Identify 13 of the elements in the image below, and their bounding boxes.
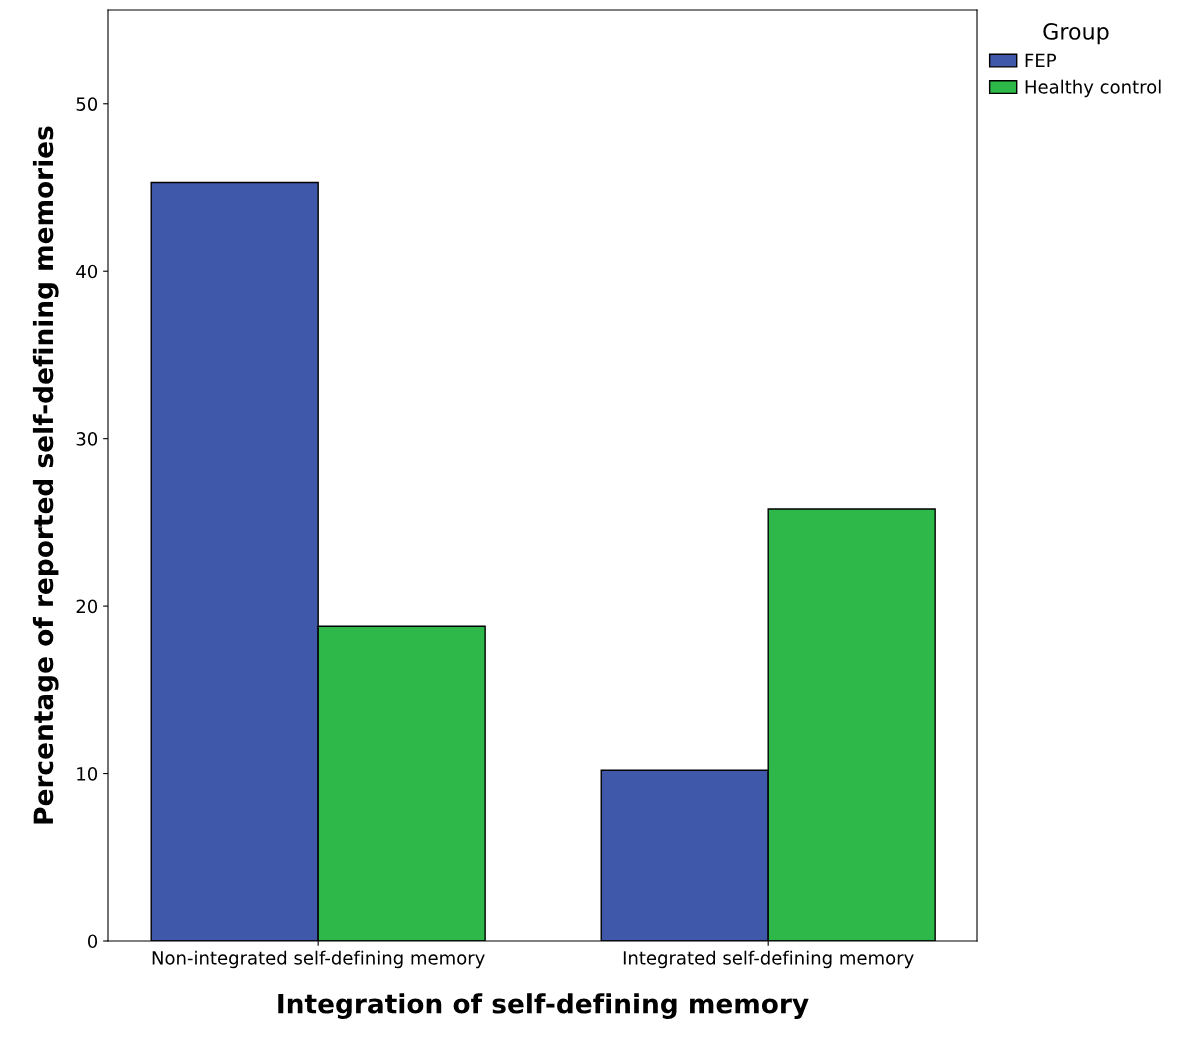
y-tick-label: 50 <box>76 97 98 111</box>
y-axis-title: Percentage of reported self-defining memories <box>32 126 59 824</box>
legend-label: Healthy control <box>1025 79 1161 98</box>
legend-title: Group <box>1043 23 1109 45</box>
x-axis-title: Integration of self-defining memory <box>278 993 809 1019</box>
x-tick-label: Non-integrated self-defining memory <box>152 950 485 969</box>
legend-label: FEP <box>1025 53 1057 67</box>
y-tick-label: 30 <box>76 432 98 446</box>
y-tick-label: 10 <box>77 767 98 781</box>
y-tick-label: 40 <box>76 264 98 279</box>
y-tick-label: 0 <box>87 934 98 949</box>
y-tick-label: 20 <box>76 599 98 614</box>
x-tick-label: Integrated self-defining memory <box>623 950 914 969</box>
